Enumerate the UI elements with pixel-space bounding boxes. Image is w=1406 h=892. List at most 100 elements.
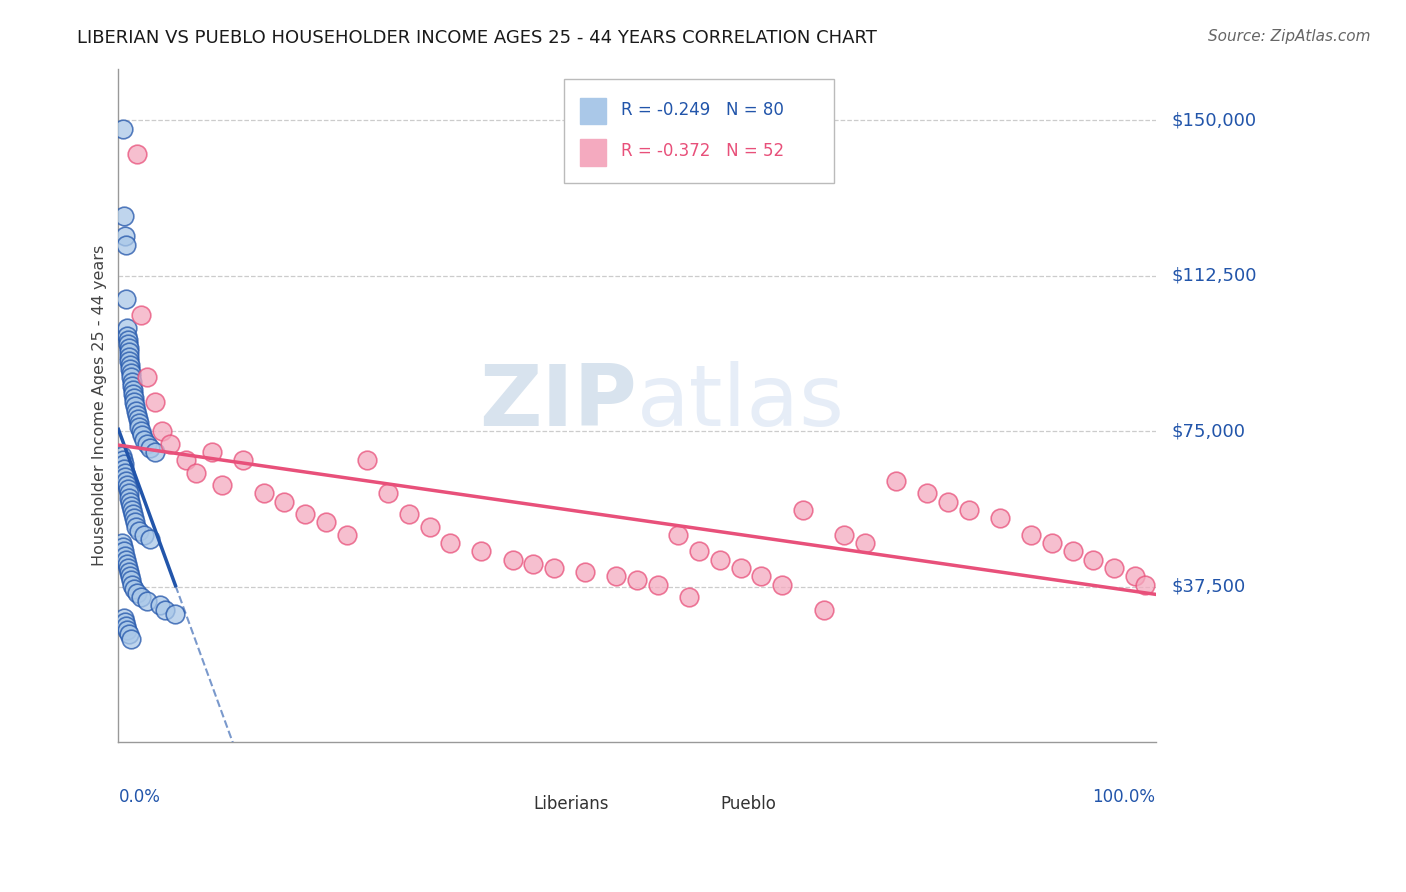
Point <box>129 590 152 604</box>
Point <box>626 574 648 588</box>
Point <box>112 544 135 558</box>
Point <box>118 494 141 508</box>
Point <box>112 611 135 625</box>
Point <box>111 121 134 136</box>
Point <box>211 478 233 492</box>
Point <box>114 470 136 484</box>
Point <box>988 511 1011 525</box>
Text: atlas: atlas <box>637 360 845 443</box>
Point <box>122 387 145 401</box>
Bar <box>579 139 606 166</box>
FancyBboxPatch shape <box>564 78 834 183</box>
Point <box>125 403 148 417</box>
Text: ZIP: ZIP <box>479 360 637 443</box>
Point <box>792 503 814 517</box>
Point <box>134 528 156 542</box>
Text: 100.0%: 100.0% <box>1092 788 1156 805</box>
Point <box>114 292 136 306</box>
Point <box>118 491 141 505</box>
Point <box>770 577 793 591</box>
Point <box>688 544 710 558</box>
Point <box>398 507 420 521</box>
Point <box>120 370 142 384</box>
Text: $112,500: $112,500 <box>1171 267 1257 285</box>
Point <box>143 445 166 459</box>
Point <box>853 536 876 550</box>
Point <box>884 474 907 488</box>
Point <box>134 433 156 447</box>
Point <box>118 342 141 356</box>
Point <box>121 503 143 517</box>
Point <box>834 528 856 542</box>
Point <box>136 370 159 384</box>
Point <box>128 416 150 430</box>
Point <box>118 362 141 376</box>
Point <box>118 569 141 583</box>
Point <box>936 494 959 508</box>
Point <box>124 516 146 530</box>
Point <box>253 486 276 500</box>
Point <box>122 395 145 409</box>
Text: $150,000: $150,000 <box>1171 112 1257 129</box>
Point <box>112 458 135 472</box>
Point <box>1135 577 1157 591</box>
Point <box>174 453 197 467</box>
Text: 0.0%: 0.0% <box>118 788 160 805</box>
Point <box>129 424 152 438</box>
Point <box>605 569 627 583</box>
Point <box>813 602 835 616</box>
Text: LIBERIAN VS PUEBLO HOUSEHOLDER INCOME AGES 25 - 44 YEARS CORRELATION CHART: LIBERIAN VS PUEBLO HOUSEHOLDER INCOME AG… <box>77 29 877 46</box>
Point <box>110 536 132 550</box>
Point <box>115 478 138 492</box>
Point <box>115 624 138 638</box>
Point <box>149 599 172 613</box>
Point <box>122 582 145 596</box>
Point <box>110 449 132 463</box>
Point <box>131 428 153 442</box>
Point <box>120 499 142 513</box>
Point <box>232 453 254 467</box>
Point <box>117 561 139 575</box>
Point <box>114 553 136 567</box>
Point <box>114 549 136 563</box>
Point <box>957 503 980 517</box>
Point <box>1040 536 1063 550</box>
Point <box>273 494 295 508</box>
Point <box>336 528 359 542</box>
Point <box>114 615 136 629</box>
Point <box>439 536 461 550</box>
Text: R = -0.249   N = 80: R = -0.249 N = 80 <box>621 101 785 119</box>
Point <box>136 436 159 450</box>
Point <box>127 586 149 600</box>
Point <box>129 308 152 322</box>
Point <box>165 607 187 621</box>
Point <box>121 577 143 591</box>
Point <box>122 383 145 397</box>
Text: Liberians: Liberians <box>533 796 609 814</box>
Point <box>128 420 150 434</box>
Text: Pueblo: Pueblo <box>720 796 776 814</box>
Point <box>120 366 142 380</box>
Point <box>1083 553 1105 567</box>
Point <box>294 507 316 521</box>
Point <box>543 561 565 575</box>
Point <box>118 350 141 364</box>
Point <box>120 574 142 588</box>
Point <box>122 511 145 525</box>
Point <box>114 229 136 244</box>
Point <box>201 445 224 459</box>
Y-axis label: Householder Income Ages 25 - 44 years: Householder Income Ages 25 - 44 years <box>93 244 107 566</box>
Point <box>115 320 138 334</box>
Point <box>1123 569 1146 583</box>
Point <box>127 146 149 161</box>
Point <box>143 395 166 409</box>
Point <box>1102 561 1125 575</box>
Text: $37,500: $37,500 <box>1171 578 1246 596</box>
Point <box>115 329 138 343</box>
Bar <box>492 792 517 817</box>
Point <box>150 424 173 438</box>
Point <box>118 353 141 368</box>
Point <box>127 408 149 422</box>
Point <box>730 561 752 575</box>
Point <box>647 577 669 591</box>
